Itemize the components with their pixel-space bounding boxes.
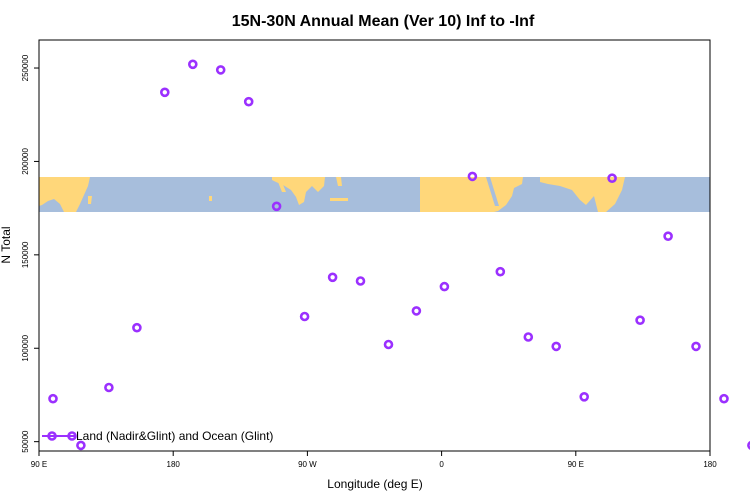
data-point bbox=[719, 393, 729, 404]
data-point bbox=[691, 341, 701, 352]
data-point bbox=[188, 59, 198, 70]
data-point bbox=[299, 311, 310, 322]
y-axis: 50000 100000 150000 200000 250000 bbox=[21, 54, 39, 453]
data-point bbox=[551, 341, 562, 352]
data-point bbox=[76, 440, 86, 451]
data-point bbox=[271, 201, 282, 212]
legend-label: Land (Nadir&Glint) and Ocean (Glint) bbox=[76, 429, 273, 443]
data-point bbox=[160, 87, 170, 98]
x-axis: 90 E 180 90 W 0 90 E 180 bbox=[31, 451, 717, 469]
data-point bbox=[383, 339, 394, 350]
data-point bbox=[439, 281, 450, 292]
x-tick-label: 180 bbox=[703, 460, 717, 469]
map-land-florida bbox=[336, 177, 342, 186]
legend-marker-right bbox=[67, 431, 77, 441]
data-point bbox=[663, 231, 673, 241]
data-point bbox=[327, 272, 338, 283]
data-point bbox=[48, 393, 58, 404]
y-tick-label: 250000 bbox=[21, 54, 30, 81]
data-point bbox=[243, 96, 254, 107]
map-land-indochina bbox=[39, 177, 90, 212]
x-tick-label: 180 bbox=[167, 460, 181, 469]
data-point bbox=[579, 391, 590, 402]
y-tick-label: 200000 bbox=[21, 148, 30, 175]
map-band bbox=[39, 177, 710, 212]
x-tick-label: 0 bbox=[439, 460, 444, 469]
data-points bbox=[48, 59, 750, 451]
x-tick-label: 90 E bbox=[568, 460, 584, 469]
data-point bbox=[215, 65, 226, 75]
map-land-taiwan bbox=[88, 196, 92, 204]
map-land-cuba bbox=[330, 198, 348, 201]
y-tick-label: 150000 bbox=[21, 241, 30, 268]
data-point bbox=[411, 306, 422, 316]
data-point bbox=[132, 322, 142, 333]
map-land-baja bbox=[276, 177, 286, 192]
plot-border bbox=[38, 39, 711, 452]
data-point bbox=[355, 276, 366, 286]
map-land-india-asia bbox=[540, 177, 625, 212]
data-point bbox=[104, 382, 114, 393]
data-point bbox=[747, 440, 750, 450]
data-point bbox=[523, 332, 534, 342]
x-tick-label: 90 W bbox=[298, 460, 317, 469]
legend: Land (Nadir&Glint) and Ocean (Glint) bbox=[42, 429, 273, 443]
map-land-hawaii bbox=[209, 196, 212, 201]
data-point bbox=[607, 173, 617, 183]
plot-frame bbox=[38, 39, 711, 452]
data-point bbox=[635, 315, 645, 326]
y-tick-label: 50000 bbox=[21, 430, 30, 453]
chart-title: 15N-30N Annual Mean (Ver 10) Inf to -Inf bbox=[232, 13, 535, 30]
y-tick-label: 100000 bbox=[21, 334, 30, 361]
x-axis-title: Longitude (deg E) bbox=[327, 477, 422, 491]
map-land-red-sea-gap bbox=[486, 177, 499, 206]
data-point bbox=[495, 266, 506, 277]
y-axis-title: N Total bbox=[0, 226, 13, 263]
x-tick-label: 90 E bbox=[31, 460, 47, 469]
legend-marker-left bbox=[47, 431, 57, 441]
data-point bbox=[467, 171, 478, 182]
map-land-north-america bbox=[272, 177, 325, 205]
